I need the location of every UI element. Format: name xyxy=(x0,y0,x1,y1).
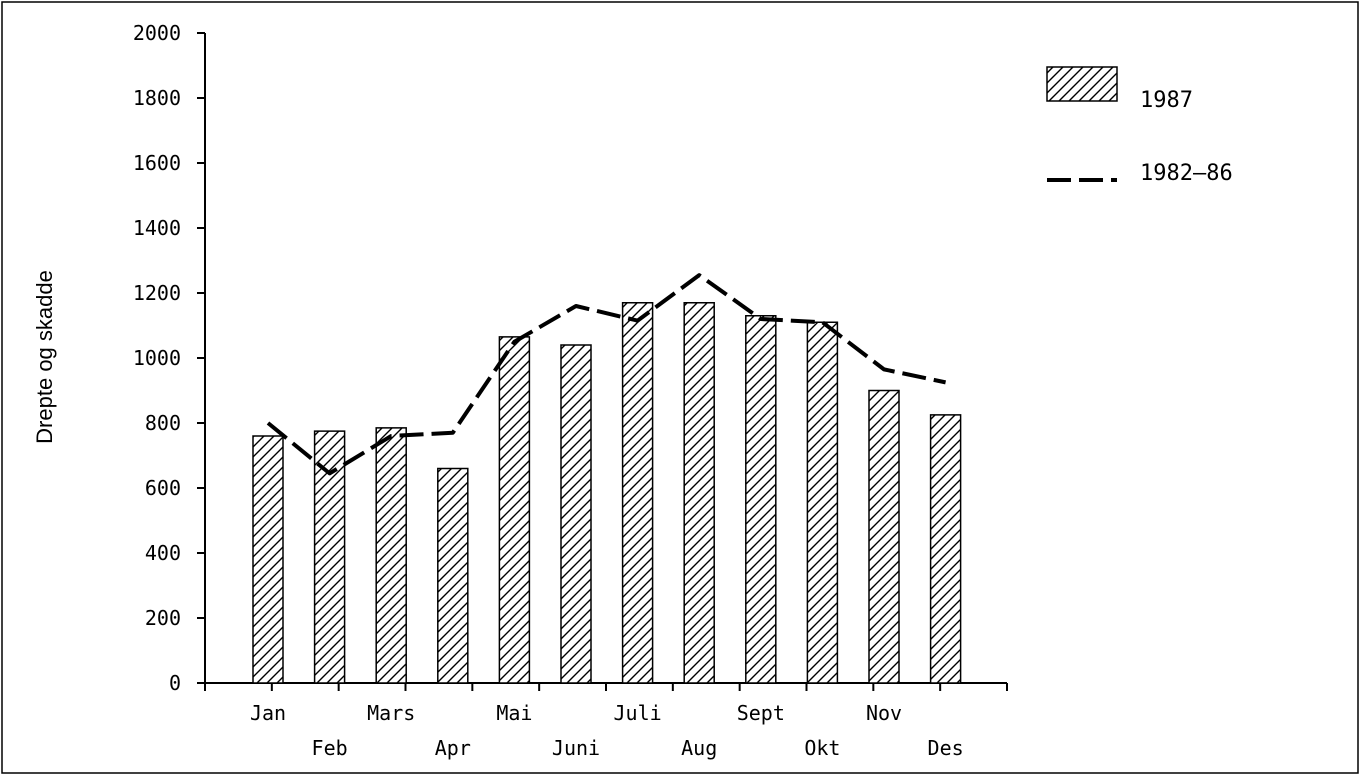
y-tick-label: 1000 xyxy=(133,346,181,370)
legend-swatch-1987 xyxy=(1046,66,1118,102)
legend: 1987 1982–86 xyxy=(1046,66,1233,186)
bar-1987 xyxy=(745,315,777,684)
bar-1987 xyxy=(560,344,592,684)
series-line-1982-86 xyxy=(266,273,947,476)
x-axis: Jan Feb Mars Apr Mai Juni Juli Aug Sept Okt Nov Des xyxy=(204,682,1008,760)
y-tick-label: 200 xyxy=(145,606,181,630)
line-1982-86 xyxy=(266,273,947,476)
x-tick-label: Nov xyxy=(866,701,902,725)
x-tick-label: Aug xyxy=(681,736,717,760)
bars-1987 xyxy=(252,302,962,684)
bar-1987 xyxy=(868,389,900,684)
x-tick-label: Jan xyxy=(250,701,286,725)
bar-1987 xyxy=(929,414,962,684)
y-tick-label: 1600 xyxy=(133,151,181,175)
x-tick-label: Juni xyxy=(552,736,600,760)
x-tick-label: Des xyxy=(928,736,964,760)
bar-1987 xyxy=(621,302,654,684)
y-tick-label: 0 xyxy=(169,671,181,695)
y-tick-label: 600 xyxy=(145,476,181,500)
bar-1987 xyxy=(806,321,839,684)
x-tick-label: Juli xyxy=(614,701,662,725)
x-tick-label: Feb xyxy=(312,736,348,760)
legend-label-1982-86: 1982–86 xyxy=(1140,161,1233,186)
y-tick-label: 1400 xyxy=(133,216,181,240)
x-tick-label: Sept xyxy=(737,701,785,725)
bar-1987 xyxy=(683,302,715,684)
y-axis-title: Drepte og skadde xyxy=(32,270,57,444)
y-tick-label: 800 xyxy=(145,411,181,435)
x-tick-label: Okt xyxy=(804,736,840,760)
x-tick-label: Apr xyxy=(435,736,471,760)
bar-1987 xyxy=(437,467,469,684)
x-tick-label: Mai xyxy=(496,701,532,725)
bar-1987 xyxy=(252,435,284,684)
x-tick-label: Mars xyxy=(367,701,415,725)
y-tick-label: 1200 xyxy=(133,281,181,305)
y-axis: 0 200 400 600 800 1000 1200 1400 1600 1800 2000 xyxy=(133,21,206,695)
y-tick-label: 1800 xyxy=(133,86,181,110)
legend-label-1987: 1987 xyxy=(1140,88,1193,113)
y-tick-label: 2000 xyxy=(133,21,181,45)
bar-1987 xyxy=(313,430,346,684)
bar-1987 xyxy=(375,427,407,684)
y-tick-label: 400 xyxy=(145,541,181,565)
bar-1987 xyxy=(498,336,531,684)
